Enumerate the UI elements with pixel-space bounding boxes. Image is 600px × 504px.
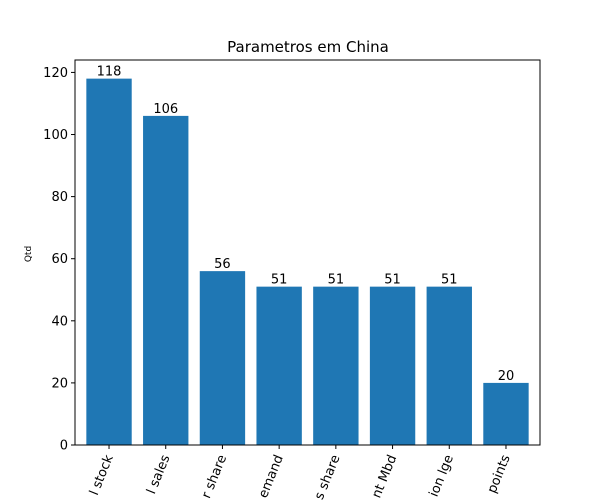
bar-2 — [199, 271, 246, 445]
bar-4 — [313, 286, 359, 445]
y-tick-label-4: 80 — [51, 190, 68, 205]
bar-1 — [143, 115, 189, 445]
plot-frame — [74, 59, 541, 446]
data-label-6: 51 — [441, 273, 458, 288]
data-labels: 118 106 56 51 51 51 51 20 — [97, 65, 515, 384]
y-tick-label-0: 0 — [60, 439, 68, 454]
data-label-4: 51 — [328, 273, 345, 288]
data-label-2: 56 — [214, 257, 231, 272]
bar-0 — [86, 78, 132, 445]
x-tick-label-3: emand — [256, 453, 287, 500]
x-tick-label-1: l sales — [144, 453, 173, 497]
x-tick-label-0: l stock — [87, 452, 117, 497]
y-tick-label-1: 20 — [51, 376, 68, 391]
x-tick-label-7: points — [485, 453, 514, 496]
y-tick-label-2: 40 — [51, 314, 68, 329]
data-label-1: 106 — [153, 102, 178, 117]
bar-3 — [256, 286, 302, 445]
data-label-7: 20 — [498, 369, 515, 384]
y-tick-label-3: 60 — [51, 252, 68, 267]
chart-title: Parametros em China — [227, 38, 389, 56]
x-tick-label-2: r share — [199, 453, 230, 500]
x-tick-label-5: nt Mbd — [369, 453, 400, 500]
bar-6 — [426, 286, 472, 445]
data-label-0: 118 — [97, 65, 122, 80]
x-axis-ticks: l stock l sales r share emand s share nt Mbd i… — [87, 445, 514, 500]
x-tick-label-4: s share — [312, 453, 343, 500]
bar-7 — [483, 382, 529, 445]
bar-5 — [369, 286, 416, 445]
y-tick-label-5: 100 — [43, 128, 68, 143]
data-label-5: 51 — [384, 273, 401, 288]
data-label-3: 51 — [271, 273, 288, 288]
y-axis-label: Qtd — [24, 246, 34, 262]
bars — [86, 78, 529, 445]
y-axis-ticks: 0 20 40 60 80 100 120 — [43, 66, 75, 454]
x-tick-label-6: ion lge — [427, 453, 457, 499]
y-tick-label-6: 120 — [43, 66, 68, 81]
